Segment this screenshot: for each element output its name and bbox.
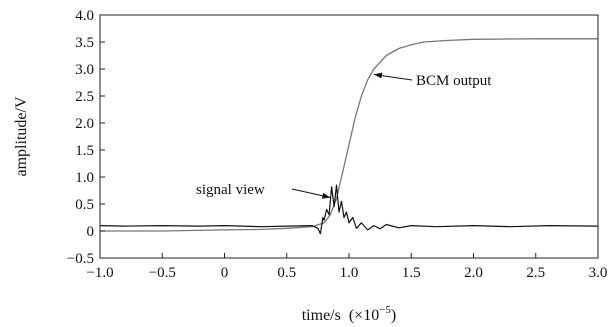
y-tick-label: 0: [87, 224, 95, 240]
series-layer: [99, 38, 599, 235]
y-tick-label: 1.5: [75, 143, 94, 159]
x-tick-label: 1.5: [402, 265, 421, 281]
y-tick-label: 2.0: [75, 116, 94, 132]
x-axis-title-close: ): [391, 307, 396, 324]
annotations: BCM output signal view: [196, 72, 492, 199]
x-tick-label: 0.5: [277, 265, 296, 281]
x-tick-label: 0: [221, 265, 229, 281]
x-tick-label: 2.5: [526, 265, 545, 281]
y-ticks: −0.5 0 0.5 1.0 1.5 2.0 2.5 3.0 3.5 4.0: [67, 8, 105, 267]
series-line-bcm-output: [100, 38, 598, 232]
y-tick-label: 1.0: [75, 170, 94, 186]
x-tick-label: 1.0: [340, 265, 359, 281]
y-tick-label: −0.5: [67, 251, 94, 267]
x-tick-label: −0.5: [149, 265, 176, 281]
x-tick-label: −1.0: [86, 265, 113, 281]
x-ticks: −1.0 −0.5 0 0.5 1.0 1.5 2.0 2.5 3.0: [86, 253, 607, 281]
x-axis-title-exp: −5: [379, 304, 391, 316]
bcm-output-arrowhead: [373, 72, 383, 79]
y-tick-label: 2.5: [75, 89, 94, 105]
signal-view-label: signal view: [196, 182, 265, 198]
x-axis-title: time/s (×10−5): [302, 304, 397, 324]
x-axis-title-unit: (×10: [349, 307, 379, 324]
x-tick-label: 2.0: [464, 265, 483, 281]
bcm-output-label: BCM output: [416, 73, 492, 89]
y-tick-label: 4.0: [75, 8, 94, 24]
x-tick-label: 3.0: [589, 265, 608, 281]
series-line-signal-view: [99, 184, 599, 235]
y-axis-title: amplitude/V: [13, 96, 30, 176]
y-tick-label: 3.5: [75, 35, 94, 51]
y-tick-label: 3.0: [75, 62, 94, 78]
x-axis-title-main: time/s: [302, 307, 341, 324]
signal-view-arrowhead: [321, 192, 331, 199]
y-tick-label: 0.5: [75, 197, 94, 213]
